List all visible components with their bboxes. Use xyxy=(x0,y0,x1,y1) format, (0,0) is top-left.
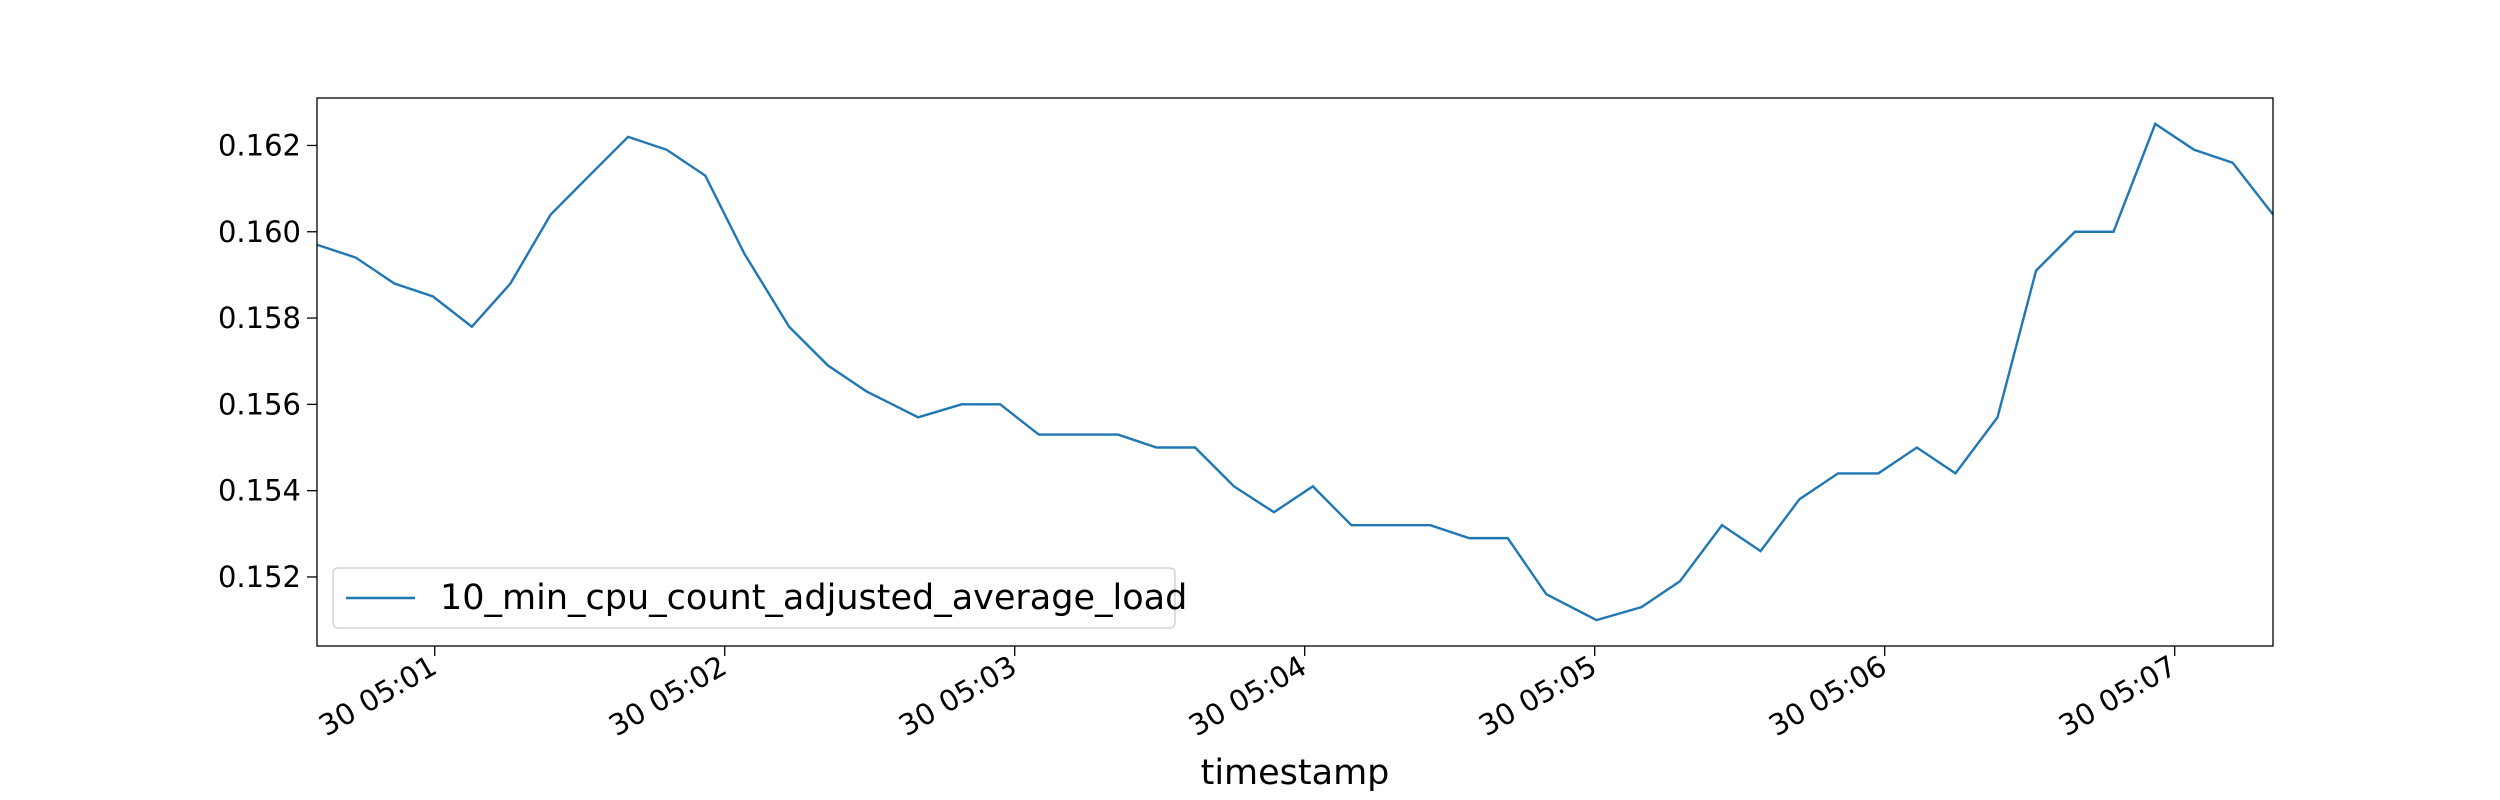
axes-frame xyxy=(316,97,2274,647)
legend-box xyxy=(332,567,1176,629)
y-tick-label: 0.152 xyxy=(218,560,301,594)
x-tick-label: 30 05:02 xyxy=(603,649,732,743)
x-tick-label: 30 05:06 xyxy=(1763,649,1892,743)
x-axis-label: timestamp xyxy=(1201,753,1390,793)
x-tick-label: 30 05:07 xyxy=(2053,649,2182,743)
x-tick-label: 30 05:03 xyxy=(893,649,1022,743)
legend-label: 10_min_cpu_count_adjusted_average_load xyxy=(440,578,1187,618)
y-tick-label: 0.158 xyxy=(218,301,301,335)
x-tick-label: 30 05:04 xyxy=(1183,649,1312,743)
y-tick-label: 0.160 xyxy=(218,215,301,249)
y-tick-label: 0.156 xyxy=(218,387,301,421)
x-tick-label: 30 05:05 xyxy=(1473,649,1602,743)
data-line xyxy=(316,122,2274,622)
y-tick-label: 0.154 xyxy=(218,474,301,508)
y-tick-label: 0.162 xyxy=(218,128,301,162)
x-tick-label: 30 05:01 xyxy=(313,649,442,743)
